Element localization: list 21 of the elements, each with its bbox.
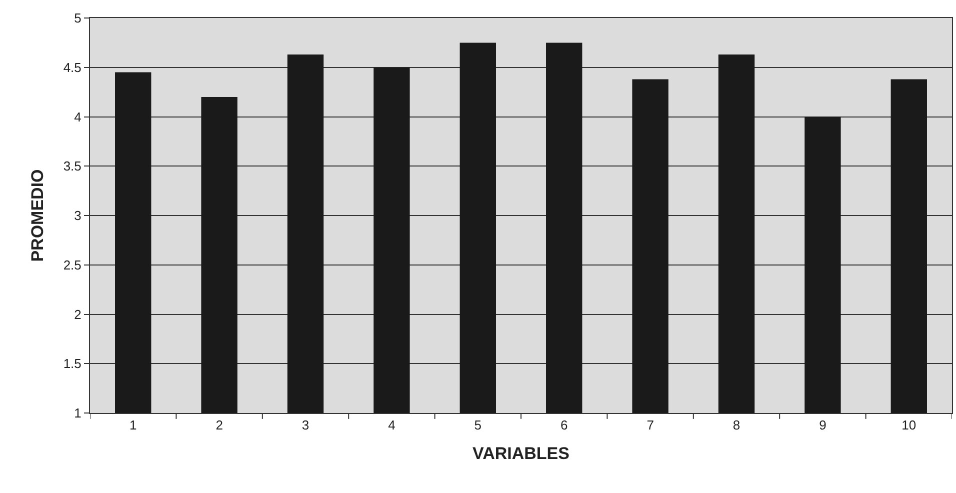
x-axis-title: VARIABLES <box>472 444 570 463</box>
x-tick-label: 7 <box>646 418 654 433</box>
x-tick-label: 4 <box>388 418 396 433</box>
y-tick-label: 3.5 <box>63 158 82 174</box>
y-tick-label: 2 <box>74 306 82 322</box>
x-tick-label: 5 <box>474 418 482 433</box>
y-tick-label: 4.5 <box>63 60 82 75</box>
x-tick-label: 3 <box>302 418 310 433</box>
y-tick-label: 5 <box>74 10 82 26</box>
x-tick-label: 2 <box>216 418 223 433</box>
y-tick-label: 1.5 <box>63 356 82 372</box>
y-tick-label: 4 <box>74 109 82 124</box>
y-axis-title: PROMEDIO <box>28 169 47 262</box>
y-tick-label: 2.5 <box>63 257 82 272</box>
y-tick-label: 3 <box>74 208 82 224</box>
x-tick-label: 9 <box>819 418 826 433</box>
x-tick-label: 8 <box>732 418 740 433</box>
x-tick-label: 6 <box>560 418 568 433</box>
y-tick-label: 1 <box>74 406 82 421</box>
x-tick-label: 10 <box>902 418 916 433</box>
x-tick-label: 1 <box>129 418 137 433</box>
